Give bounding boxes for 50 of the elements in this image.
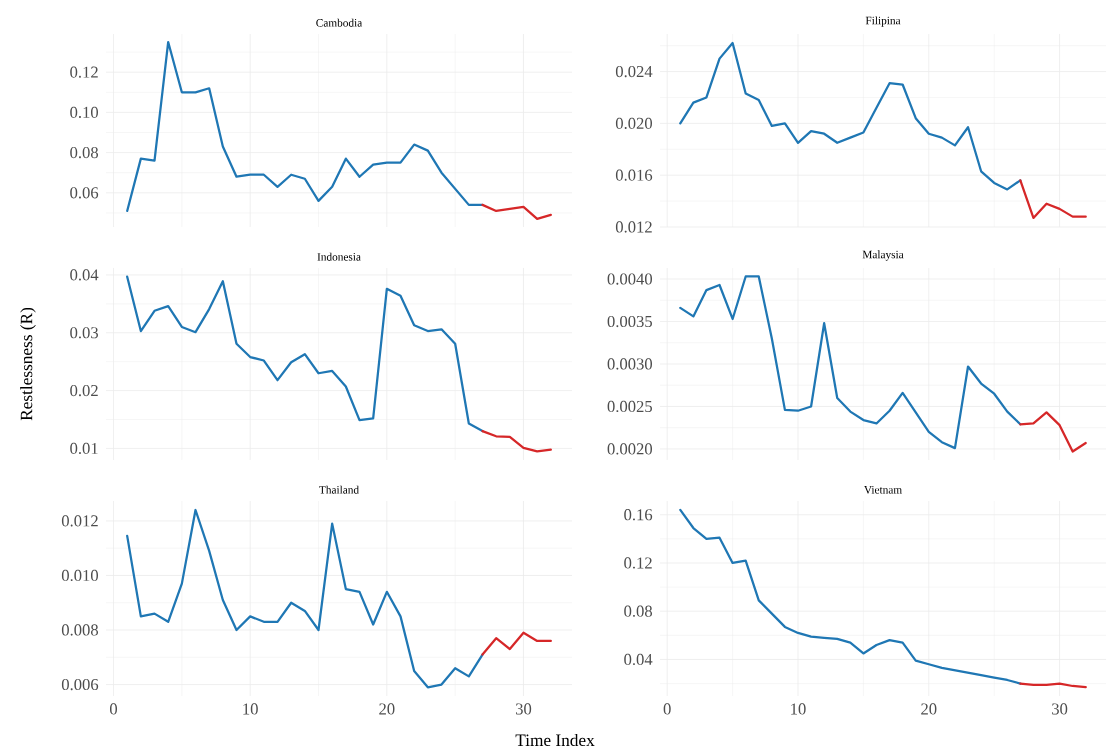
y-axis-title: Restlessness (R) xyxy=(20,307,36,421)
y-tick-label: 0.12 xyxy=(70,66,98,78)
y-tick-label: 0.010 xyxy=(61,569,99,582)
line-series xyxy=(481,429,552,453)
x-tick-label: 10 xyxy=(243,703,258,715)
chart-title: Thailand xyxy=(319,485,359,494)
y-tick-label: 0.16 xyxy=(624,509,653,521)
y-tick-label: 0.020 xyxy=(615,117,653,129)
x-tick-label: 0 xyxy=(109,703,118,715)
y-tick-label: 0.10 xyxy=(70,106,99,119)
y-tick-label: 0.12 xyxy=(624,557,652,569)
line-series xyxy=(481,631,552,656)
y-tick-label: 0.006 xyxy=(61,678,99,691)
y-tick-label: 0.0030 xyxy=(607,358,653,370)
y-tick-label: 0.012 xyxy=(615,221,652,233)
y-tick-label: 0.024 xyxy=(615,65,653,78)
y-tick-label: 0.08 xyxy=(624,605,653,617)
y-tick-label: 0.04 xyxy=(70,269,99,281)
chart-title: Cambodia xyxy=(316,18,363,27)
y-tick-label: 0.06 xyxy=(70,187,99,199)
x-tick-label: 10 xyxy=(791,703,806,715)
line-series xyxy=(1019,411,1087,453)
chart-title: Filipina xyxy=(865,16,901,27)
y-tick-label: 0.008 xyxy=(61,624,99,636)
y-tick-label: 0.016 xyxy=(615,169,653,181)
line-series xyxy=(679,41,1022,191)
line-series xyxy=(126,508,484,689)
y-tick-label: 0.01 xyxy=(70,442,98,455)
y-tick-label: 0.03 xyxy=(70,327,98,339)
y-tick-label: 0.08 xyxy=(70,146,99,159)
line-series xyxy=(679,275,1022,450)
line-series xyxy=(126,275,484,433)
y-tick-label: 0.012 xyxy=(61,515,98,527)
y-tick-label: 0.02 xyxy=(70,384,98,397)
y-tick-label: 0.0020 xyxy=(607,443,653,455)
chart-title: Indonesia xyxy=(317,252,361,261)
chart-title: Vietnam xyxy=(864,486,902,494)
y-tick-label: 0.0035 xyxy=(607,315,652,328)
x-tick-label: 0 xyxy=(663,703,671,715)
line-series xyxy=(1019,179,1087,220)
line-series xyxy=(481,203,552,221)
x-tick-label: 30 xyxy=(1052,703,1068,715)
x-tick-label: 20 xyxy=(379,703,395,715)
x-tick-label: 20 xyxy=(921,703,937,715)
y-tick-label: 0.0025 xyxy=(607,400,652,413)
x-tick-label: 30 xyxy=(515,703,532,715)
y-tick-label: 0.0040 xyxy=(607,273,653,285)
y-tick-label: 0.04 xyxy=(624,653,653,666)
chart-title: Malaysia xyxy=(862,250,904,261)
x-axis-title: Time Index xyxy=(515,733,595,747)
